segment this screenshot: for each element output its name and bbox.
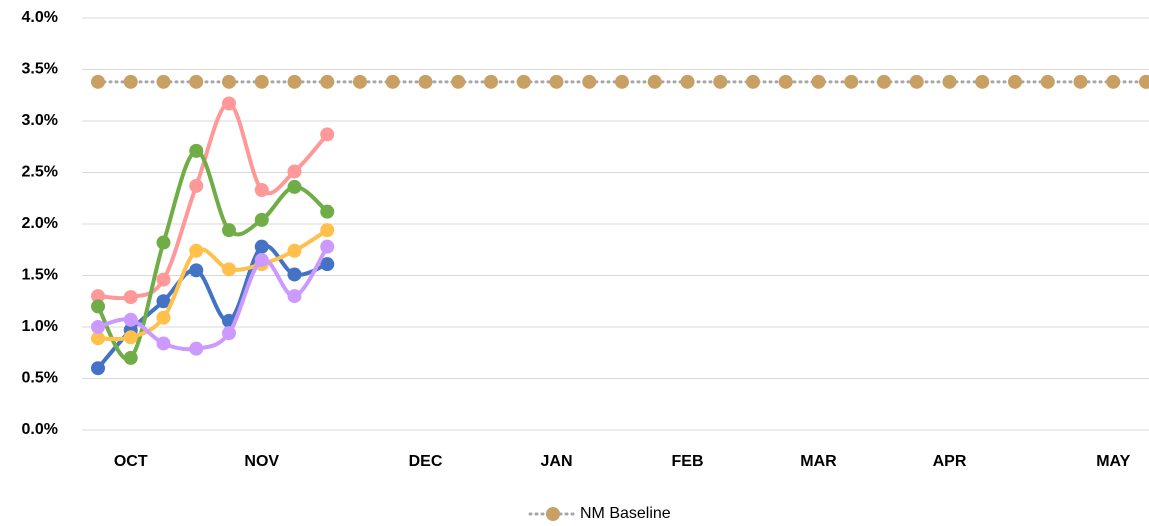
data-point [484,74,498,89]
y-tick-label: 2.5% [22,164,58,181]
data-point [222,96,236,111]
data-point [451,74,466,89]
data-point [123,74,138,89]
data-point [254,212,269,227]
data-point [156,294,171,309]
x-tick-label: JAN [540,453,572,470]
data-point [156,336,171,351]
x-tick-label: DEC [409,453,443,470]
x-tick-label: NOV [244,453,279,470]
y-tick-label: 2.0% [22,215,58,232]
data-point [189,143,204,158]
data-point [254,253,269,268]
data-point [549,74,564,89]
data-point [1139,74,1149,89]
legend-label: NM Baseline [580,505,671,522]
series-line [96,243,330,371]
data-point [385,74,400,89]
data-point [189,341,204,356]
data-point [222,74,236,89]
x-tick-label: OCT [114,453,148,470]
data-point [287,164,302,179]
data-point [1106,74,1121,89]
data-point [909,74,924,89]
data-point [189,243,204,258]
data-point [320,204,335,219]
data-point [320,239,335,254]
data-point [254,183,269,198]
data-point [91,361,105,376]
data-point [156,310,171,325]
data-point [156,74,171,89]
data-point [877,74,891,89]
y-tick-label: 1.0% [22,318,58,335]
data-point [189,74,204,89]
data-point [320,74,335,89]
y-tick-label: 0.5% [22,370,58,387]
data-point [320,223,335,238]
series-line [96,101,330,301]
data-point [942,74,957,89]
data-point [222,326,236,341]
data-point [91,289,105,304]
data-point [222,262,236,277]
data-point [91,331,105,346]
data-point [713,74,728,89]
data-point [156,272,171,287]
data-point [516,74,531,89]
x-tick-label: MAR [800,453,837,470]
data-point [353,74,367,89]
data-point [156,235,171,250]
data-point [287,267,302,282]
data-point [844,74,859,89]
x-tick-label: FEB [672,453,704,470]
data-point [582,74,597,89]
data-point [320,127,335,142]
data-point [1008,74,1022,89]
data-point [287,243,302,258]
x-tick-label: MAY [1096,453,1130,470]
data-point [123,290,138,305]
data-point [222,223,236,238]
y-tick-label: 4.0% [22,9,58,26]
y-tick-label: 3.5% [22,61,58,78]
data-point [1073,74,1088,89]
data-point [320,257,335,272]
data-point [287,289,302,304]
data-point [254,239,269,254]
data-point [189,178,204,193]
data-point [254,74,269,89]
data-point [615,74,629,89]
y-tick-label: 3.0% [22,112,58,129]
data-point [746,74,760,89]
data-point [287,179,302,194]
data-point [91,320,105,334]
x-tick-label: APR [933,453,967,470]
data-point [1040,74,1055,89]
data-point [287,74,302,89]
data-point [91,74,105,89]
data-point [418,74,433,89]
data-point [189,263,204,278]
data-point [123,312,138,327]
y-tick-label: 1.5% [22,267,58,284]
data-point [778,74,793,89]
data-point [811,74,826,89]
data-point [647,74,662,89]
data-point [123,330,138,345]
y-tick-label: 0.0% [22,421,58,438]
data-point [91,299,105,314]
data-point [680,74,695,89]
legend-marker [546,507,560,521]
data-point [123,350,138,365]
data-point [975,74,990,89]
